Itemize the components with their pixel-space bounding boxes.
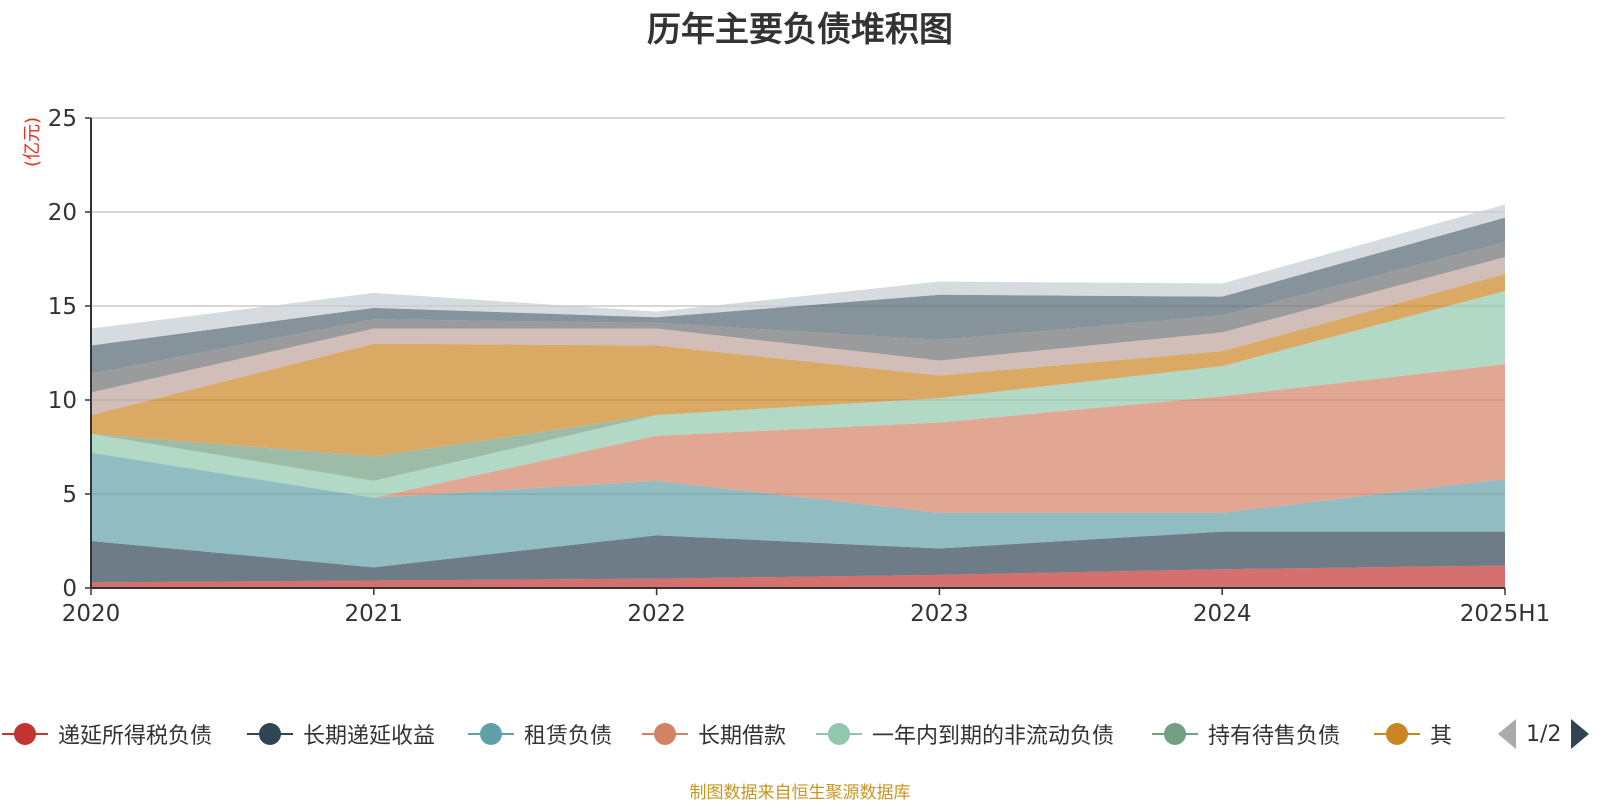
legend-marker-icon [1372,714,1422,754]
area-series-租赁负债 [91,452,1505,568]
legend-marker-icon [0,714,50,754]
legend-page-indicator: 1/2 [1526,721,1562,747]
area-series-递延所得税负债 [91,565,1505,588]
area-series-长期借款 [91,364,1505,513]
legend-marker-dot [1386,723,1408,745]
area-series-一年内到期的非流动负债 [91,290,1505,498]
legend-marker-icon [466,714,516,754]
y-tick-label: 20 [48,200,77,226]
area-series-series-8 [91,257,1505,416]
legend-label: 一年内到期的非流动负债 [872,724,1115,749]
legend-pager: 1/2 [1498,714,1600,754]
legend-marker-dot [1164,723,1186,745]
legend-item[interactable]: 其 [1372,714,1452,754]
legend-marker-dot [14,723,36,745]
y-tick-label: 25 [48,106,77,132]
legend-label: 长期借款 [698,724,787,749]
legend-marker-icon [640,714,690,754]
source-note: 制图数据来自恒生聚源数据库 [689,783,911,803]
y-tick-label: 15 [48,294,77,320]
legend-prev-page-arrow-icon[interactable] [1498,719,1516,749]
legend-marker-icon [1150,714,1200,754]
legend-label: 租赁负债 [524,724,613,749]
area-series-长期递延收益 [91,531,1505,583]
legend-marker-dot [480,723,502,745]
legend-marker-dot [654,723,676,745]
legend-marker-icon [245,714,295,754]
legend-next-page-arrow-icon[interactable] [1571,719,1590,749]
legend-label: 长期递延收益 [303,724,436,749]
legend-label: 递延所得税负债 [58,724,213,749]
x-tick-label: 2023 [910,601,969,627]
y-tick-label: 0 [62,576,77,602]
axes: 0 5 10 15 20 25 2020 2021 2022 2023 2024 2025H1 [48,106,1551,627]
y-tick-label: 10 [48,388,77,414]
area-series-其他 [91,274,1505,457]
legend-item[interactable]: 一年内到期的非流动负债 [814,714,1114,754]
legend-marker-dot [828,723,850,745]
area-series-group [91,204,1505,588]
legend-item[interactable]: 长期借款 [640,714,786,754]
legend-marker-dot [259,723,281,745]
area-series-series-9 [91,242,1505,393]
x-tick-label: 2020 [62,601,121,627]
legend-item[interactable]: 持有待售负债 [1150,714,1340,754]
x-tick-label: 2021 [345,601,404,627]
legend-item[interactable]: 长期递延收益 [245,714,435,754]
legend-item[interactable]: 递延所得税负债 [0,714,212,754]
chart-title: 历年主要负债堆积图 [647,10,953,50]
legend-item[interactable]: 租赁负债 [466,714,612,754]
y-tick-label: 5 [62,482,77,508]
x-tick-label: 2022 [627,601,686,627]
legend-marker-icon [814,714,864,754]
legend-label: 持有待售负债 [1208,724,1341,749]
legend: 递延所得税负债 长期递延收益 租赁负债 长期借款 一年内到期的非流动负债 持有待售负债 其 [0,714,1600,754]
x-tick-label: 2024 [1193,601,1252,627]
y-axis-unit-label: (亿元) [22,117,43,167]
x-tick-label: 2025H1 [1460,601,1550,627]
legend-label: 其 [1430,724,1453,749]
